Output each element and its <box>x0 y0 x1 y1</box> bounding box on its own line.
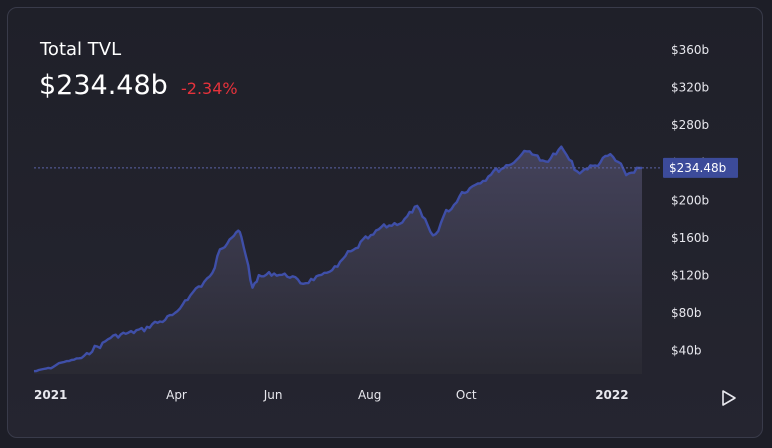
x-tick-label: Oct <box>456 388 477 402</box>
tvl-area-fill <box>34 146 642 374</box>
y-tick-label: $280b <box>671 118 709 132</box>
y-tick-label: $200b <box>671 193 709 207</box>
y-tick-label: $120b <box>671 268 709 282</box>
play-button[interactable] <box>720 389 738 407</box>
x-axis: 2021 Apr Jun Aug Oct 2022 <box>34 388 629 402</box>
x-tick-label: Aug <box>358 388 381 402</box>
tvl-card: Total TVL $234.48b -2.34% $40b $80b $120b $… <box>7 7 763 438</box>
x-tick-label: Apr <box>166 388 187 402</box>
series-layer <box>33 145 643 374</box>
tvl-area-chart[interactable]: $40b$80b$120b$160b$200b$240b$280b$320b$3… <box>8 8 763 438</box>
current-tvl-value: $234.48b <box>39 70 168 101</box>
y-tick-label: $80b <box>671 306 702 320</box>
y-tick-label: $160b <box>671 231 709 245</box>
current-value-tag-label: $234.48b <box>669 161 726 175</box>
chart-title: Total TVL <box>40 39 122 60</box>
play-icon <box>722 390 736 406</box>
current-value-tag <box>663 157 738 178</box>
y-axis: $40b$80b$120b$160b$200b$240b$280b$320b$3… <box>671 43 709 357</box>
tvl-series-line <box>33 145 643 373</box>
y-tick-label: $360b <box>671 43 709 57</box>
tvl-change-percent: -2.34% <box>181 79 238 98</box>
x-tick-label: Jun <box>263 388 283 402</box>
y-tick-label: $40b <box>671 344 702 358</box>
y-tick-label: $320b <box>671 81 709 95</box>
price-tag-layer: $234.48b <box>34 157 738 178</box>
x-tick-label: 2021 <box>34 388 67 402</box>
x-tick-label: 2022 <box>595 388 628 402</box>
